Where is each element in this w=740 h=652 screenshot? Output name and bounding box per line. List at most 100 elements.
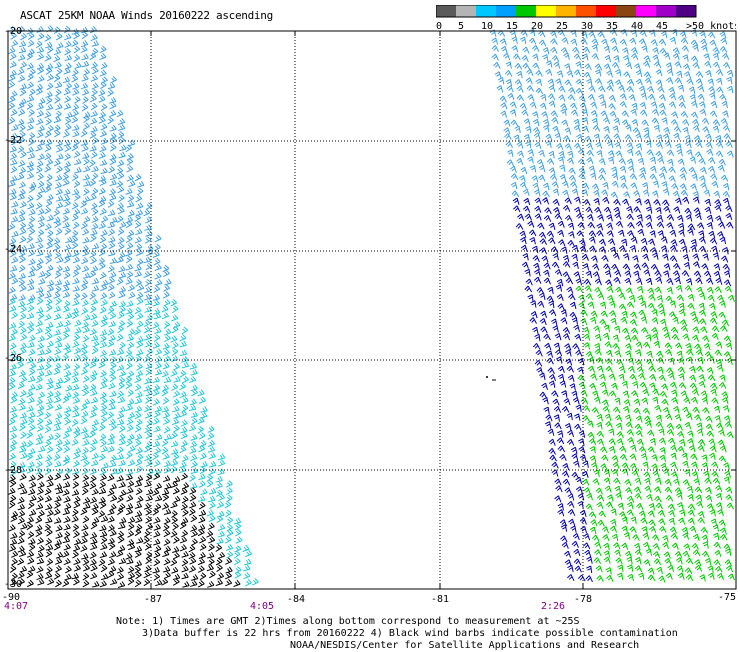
wind-barb <box>137 321 143 328</box>
wind-barb <box>727 70 733 77</box>
wind-barb <box>191 468 198 474</box>
wind-barb <box>90 251 96 258</box>
wind-barb <box>18 517 24 524</box>
wind-barb <box>720 94 727 100</box>
wind-barb <box>181 432 188 438</box>
wind-barb <box>628 366 634 373</box>
wind-barb <box>172 306 178 313</box>
wind-barb <box>37 496 43 503</box>
wind-barb <box>164 539 170 546</box>
wind-barb <box>567 565 573 572</box>
wind-barb <box>153 342 160 348</box>
wind-barb <box>55 182 62 188</box>
wind-barb <box>705 207 711 214</box>
wind-barb <box>90 53 96 60</box>
wind-barb <box>100 552 107 558</box>
wind-barb <box>126 452 132 459</box>
wind-barb <box>110 217 117 223</box>
wind-barb <box>528 295 533 302</box>
wind-barb <box>216 490 222 497</box>
wind-barb <box>680 320 686 326</box>
wind-barb <box>226 544 233 550</box>
wind-barb <box>63 216 69 223</box>
wind-barb <box>144 537 150 544</box>
wind-barb <box>513 206 520 212</box>
wind-barb <box>126 439 132 446</box>
wind-barb <box>727 503 734 509</box>
wind-barb <box>74 293 80 300</box>
wind-barb <box>137 188 143 195</box>
wind-barb <box>101 417 107 424</box>
wind-barb <box>47 341 54 347</box>
wind-barb <box>626 422 633 428</box>
wind-barb <box>578 295 584 302</box>
wind-barb <box>63 77 70 83</box>
wind-barb <box>567 439 574 445</box>
wind-barb <box>579 173 586 179</box>
wind-barb <box>108 516 115 522</box>
wind-barb <box>117 567 123 573</box>
wind-barb <box>644 270 650 277</box>
wind-barb <box>717 573 723 580</box>
wind-barb <box>715 416 721 423</box>
wind-barb <box>674 133 680 140</box>
wind-barb <box>65 228 71 235</box>
wind-barb <box>155 356 161 362</box>
wind-barb <box>9 370 16 376</box>
wind-barb <box>535 334 540 341</box>
wind-barb <box>645 486 651 493</box>
wind-barb <box>200 489 207 495</box>
wind-barb <box>92 285 99 291</box>
wind-barb <box>36 517 42 524</box>
wind-barb <box>622 111 629 117</box>
wind-barb <box>28 532 34 539</box>
wind-barb <box>592 407 599 413</box>
wind-barb <box>28 538 35 544</box>
wind-barb <box>46 404 52 410</box>
wind-barb <box>11 396 17 403</box>
wind-barb <box>164 509 171 515</box>
wind-barb <box>683 127 689 134</box>
wind-barb <box>117 447 123 454</box>
wind-barb <box>595 207 602 213</box>
wind-barb <box>100 46 106 53</box>
wind-barb <box>651 327 657 333</box>
wind-barb <box>716 423 723 429</box>
wind-barb <box>618 230 624 237</box>
wind-barb <box>180 537 187 543</box>
wind-barb <box>698 511 704 518</box>
wind-barb <box>118 186 124 193</box>
wind-barb <box>713 253 718 260</box>
wind-barb <box>549 310 555 316</box>
wind-barb <box>619 366 625 373</box>
wind-barb <box>46 257 52 264</box>
wind-barb <box>610 111 616 117</box>
wind-barb <box>627 502 633 509</box>
wind-barb <box>684 262 690 269</box>
wind-barb <box>153 441 160 447</box>
wind-barb <box>182 581 189 587</box>
wind-barb <box>565 215 572 221</box>
wind-barb <box>110 133 116 140</box>
wind-barb <box>135 397 142 403</box>
wind-barb <box>37 343 43 350</box>
wind-barb <box>678 367 685 373</box>
wind-barb <box>692 119 698 126</box>
wind-barb <box>99 361 105 368</box>
wind-barb <box>604 478 610 485</box>
wind-barb <box>208 468 215 474</box>
wind-barb <box>637 295 643 302</box>
wind-barb <box>632 256 638 263</box>
wind-barb <box>127 243 133 250</box>
wind-barb <box>703 408 710 414</box>
wind-barb <box>703 254 709 261</box>
wind-barb <box>671 327 678 333</box>
wind-barb <box>172 348 178 355</box>
wind-barb <box>501 103 507 110</box>
wind-barb <box>36 307 43 313</box>
wind-barb <box>584 72 591 78</box>
wind-barb <box>708 32 715 38</box>
wind-barb <box>579 431 585 438</box>
wind-barb <box>181 420 187 427</box>
wind-barb <box>27 517 34 523</box>
